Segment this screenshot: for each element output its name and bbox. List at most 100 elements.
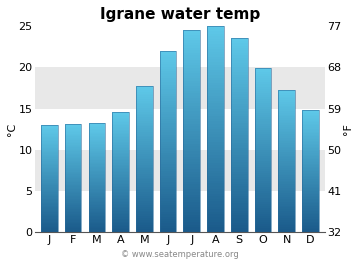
Bar	[278, 136, 295, 138]
Bar	[184, 58, 200, 60]
Bar	[89, 181, 105, 182]
Bar	[184, 98, 200, 101]
Bar	[231, 162, 248, 165]
Bar	[112, 183, 129, 184]
Bar	[207, 137, 224, 140]
Bar	[184, 154, 200, 157]
Bar	[136, 229, 153, 231]
Bar	[160, 112, 176, 114]
Bar	[160, 67, 176, 69]
Bar	[136, 86, 153, 88]
Bar	[302, 225, 319, 226]
Bar	[112, 228, 129, 230]
Bar	[207, 121, 224, 124]
Bar	[302, 136, 319, 138]
Bar	[278, 143, 295, 145]
Bar	[231, 53, 248, 55]
Bar	[255, 103, 271, 105]
Bar	[278, 184, 295, 186]
Bar	[255, 82, 271, 84]
Bar	[231, 94, 248, 96]
Bar	[231, 213, 248, 216]
Bar	[184, 192, 200, 194]
Bar	[160, 214, 176, 217]
Bar	[160, 205, 176, 207]
Bar	[136, 220, 153, 222]
Bar	[41, 219, 58, 220]
Bar	[136, 154, 153, 156]
Bar	[89, 222, 105, 223]
Bar	[136, 176, 153, 178]
Bar	[231, 201, 248, 203]
Bar	[65, 126, 81, 127]
Bar	[207, 150, 224, 152]
Bar	[207, 72, 224, 75]
Bar	[112, 132, 129, 133]
Bar	[207, 49, 224, 52]
Bar	[231, 109, 248, 111]
Bar	[184, 225, 200, 228]
Bar	[255, 140, 271, 142]
Bar	[278, 170, 295, 172]
Bar	[112, 121, 129, 122]
Bar	[278, 168, 295, 170]
Bar	[112, 214, 129, 216]
Bar	[302, 216, 319, 217]
Bar	[65, 197, 81, 199]
Bar	[136, 227, 153, 229]
Bar	[35, 150, 325, 191]
Bar	[207, 173, 224, 176]
Bar	[65, 201, 81, 203]
Bar	[207, 67, 224, 70]
Bar	[41, 125, 58, 126]
Bar	[136, 134, 153, 135]
Bar	[41, 173, 58, 175]
Bar	[160, 98, 176, 101]
Bar	[255, 107, 271, 109]
Bar	[136, 158, 153, 159]
Bar	[41, 195, 58, 196]
Bar	[255, 91, 271, 93]
Bar	[231, 174, 248, 177]
Bar	[255, 214, 271, 216]
Bar	[89, 130, 105, 132]
Bar	[112, 122, 129, 124]
Bar	[112, 178, 129, 180]
Bar	[184, 159, 200, 162]
Bar	[207, 34, 224, 36]
Bar	[184, 210, 200, 212]
Bar	[184, 93, 200, 96]
Bar	[255, 183, 271, 185]
Bar	[41, 207, 58, 208]
Bar	[184, 200, 200, 202]
Bar	[278, 159, 295, 161]
Bar	[302, 222, 319, 223]
Bar	[255, 187, 271, 189]
Bar	[231, 216, 248, 218]
Bar	[255, 173, 271, 175]
Bar	[160, 137, 176, 139]
Bar	[160, 146, 176, 148]
Bar	[136, 132, 153, 134]
Bar	[112, 181, 129, 183]
Bar	[160, 203, 176, 205]
Bar	[136, 163, 153, 165]
Bar	[89, 127, 105, 129]
Bar	[207, 124, 224, 127]
Bar	[136, 190, 153, 192]
Bar	[160, 76, 176, 78]
Bar	[184, 205, 200, 207]
Bar	[65, 147, 81, 148]
Bar	[65, 216, 81, 218]
Bar	[278, 195, 295, 197]
Bar	[65, 212, 81, 213]
Bar	[255, 124, 271, 126]
Bar	[41, 181, 58, 183]
Bar	[89, 124, 105, 125]
Bar	[184, 217, 200, 220]
Bar	[160, 121, 176, 124]
Bar	[278, 102, 295, 104]
Bar	[231, 150, 248, 152]
Bar	[65, 177, 81, 178]
Bar	[231, 143, 248, 145]
